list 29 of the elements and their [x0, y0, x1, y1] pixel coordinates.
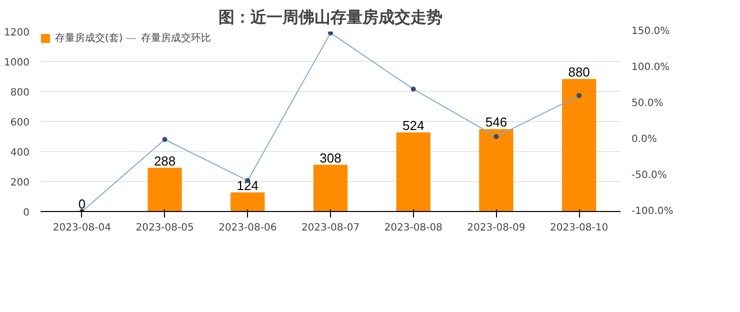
data-label: 546	[485, 114, 508, 130]
y-tick-label: 600	[10, 118, 30, 128]
x-tick-label: 2023-08-09	[467, 222, 526, 234]
y-tick-label: 400	[10, 148, 30, 158]
legend-label: 存量房成交(套)	[55, 32, 123, 45]
data-label: 308	[320, 150, 342, 166]
data-label: 0	[78, 196, 86, 212]
chart-title: 图：近一周佛山存量房成交走势	[218, 8, 442, 26]
x-tick-label: 2023-08-04	[52, 222, 111, 234]
y-tick-label: 1000	[4, 58, 30, 68]
y2-tick-label: -100.0%	[632, 206, 674, 217]
y-tick-label: 800	[10, 88, 30, 98]
y2-tick-label: 100.0%	[632, 62, 670, 73]
data-label: 288	[154, 153, 176, 168]
y2-tick-label: 0.0%	[632, 134, 657, 145]
y2-tick-label: 50.0%	[632, 98, 664, 109]
data-label: 524	[402, 118, 424, 133]
legend-label: 存量房成交环比	[140, 32, 211, 45]
x-tick-label: 2023-08-06	[218, 222, 277, 234]
y-tick-label: 200	[10, 178, 30, 188]
x-tick-label: 2023-08-08	[384, 222, 442, 234]
y-tick-label: 0	[23, 208, 30, 218]
x-tick-label: 2023-08-07	[301, 222, 360, 234]
data-label: 880	[568, 64, 590, 80]
y2-tick-label: 150.0%	[632, 26, 670, 37]
x-tick-label: 2023-08-10	[550, 222, 608, 234]
x-tick-label: 2023-08-05	[136, 222, 194, 234]
y-tick-label: 1200	[4, 28, 30, 38]
y2-tick-label: -50.0%	[632, 170, 667, 181]
